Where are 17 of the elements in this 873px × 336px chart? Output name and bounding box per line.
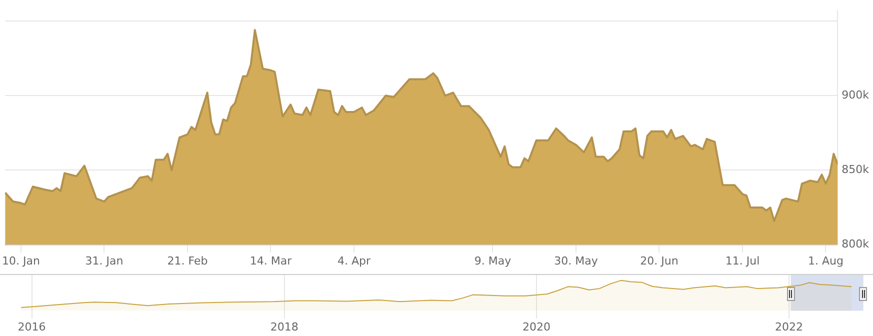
y-tick-label: 900k: [842, 88, 870, 102]
x-tick-label: 2016: [18, 320, 46, 334]
x-tick-label: 11. Jul: [725, 254, 760, 268]
x-tick-label: 21. Feb: [167, 254, 208, 268]
x-tick-label: 20. Jun: [640, 254, 678, 268]
x-tick-label: 1. Aug: [808, 254, 844, 268]
x-tick-label: 2020: [522, 320, 551, 334]
y-tick-label: 800k: [842, 238, 870, 251]
x-tick-label: 31. Jan: [85, 254, 124, 268]
y-tick-label: 850k: [842, 163, 870, 176]
x-tick-label: 2022: [775, 320, 804, 334]
x-tick-label: 14. Mar: [250, 254, 292, 268]
x-tick-label: 30. May: [554, 254, 598, 268]
x-tick-label: 9. May: [474, 254, 512, 268]
x-tick-label: 10. Jan: [2, 254, 40, 268]
x-tick-label: 4. Apr: [337, 254, 371, 268]
x-tick-label: 2018: [270, 320, 298, 334]
